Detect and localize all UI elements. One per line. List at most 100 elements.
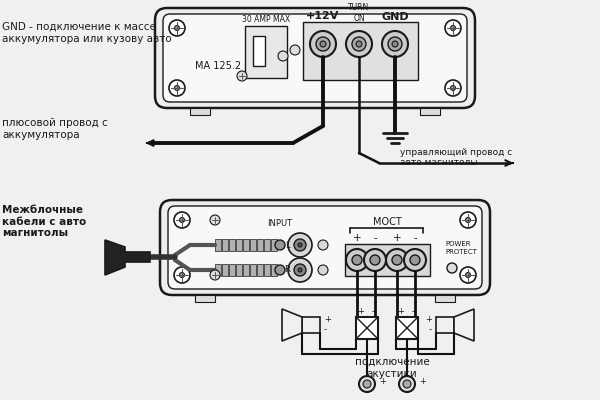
Bar [195,295,215,302]
Text: -: - [324,326,327,334]
Circle shape [466,272,470,278]
Text: INPUT: INPUT [268,220,293,228]
Circle shape [290,45,300,55]
Text: МА 125.2: МА 125.2 [195,61,241,71]
Text: POWER
PROTECT: POWER PROTECT [445,242,477,254]
Text: R: R [284,266,290,274]
Bar [245,26,287,78]
Text: +: + [358,308,364,316]
Circle shape [451,26,455,30]
Bar [222,239,228,251]
Circle shape [370,255,380,265]
Text: +: + [425,316,432,324]
Bar [222,264,228,276]
Circle shape [294,264,306,276]
Bar [345,244,430,276]
Bar [190,108,210,115]
Circle shape [447,263,457,273]
Bar [236,239,242,251]
Bar [356,317,378,339]
Circle shape [210,215,220,225]
Circle shape [363,380,371,388]
Circle shape [445,80,461,96]
Text: GND - подключение к массе
аккумулятора или кузову авто: GND - подключение к массе аккумулятора и… [2,22,172,44]
Circle shape [237,71,247,81]
Polygon shape [282,309,302,341]
Bar [436,317,454,333]
Text: +: + [379,378,386,386]
Circle shape [175,86,179,90]
Bar [250,264,256,276]
Bar [271,264,277,276]
Circle shape [298,243,302,247]
FancyBboxPatch shape [168,206,482,289]
Text: TURN
ON: TURN ON [349,3,370,23]
Text: +12V: +12V [307,11,340,21]
FancyBboxPatch shape [160,200,490,295]
Bar [243,264,249,276]
Text: +: + [324,316,331,324]
Bar [420,108,440,115]
Text: GND: GND [381,12,409,22]
Text: +: + [419,378,426,386]
Bar [264,239,270,251]
Circle shape [403,380,411,388]
Bar [435,295,455,302]
Text: +: + [392,233,401,243]
Bar [257,239,263,251]
Circle shape [356,41,362,47]
Bar [396,317,418,339]
Circle shape [288,258,312,282]
Circle shape [316,37,330,51]
Bar [250,239,256,251]
Circle shape [320,41,326,47]
Circle shape [386,249,408,271]
Circle shape [410,255,420,265]
Bar [257,264,263,276]
Circle shape [318,265,328,275]
Bar [253,36,265,66]
Circle shape [169,20,185,36]
Text: -: - [413,233,417,243]
Text: -: - [371,308,374,316]
Circle shape [174,212,190,228]
Text: -: - [412,308,415,316]
Circle shape [352,37,366,51]
Circle shape [169,80,185,96]
Bar [271,239,277,251]
Text: МОСТ: МОСТ [373,217,401,227]
Bar [215,264,221,276]
Bar [303,22,418,80]
Bar [229,239,235,251]
Circle shape [392,255,402,265]
Text: -: - [373,233,377,243]
Bar [243,239,249,251]
Text: +: + [398,308,404,316]
Circle shape [346,249,368,271]
Bar [236,264,242,276]
Circle shape [404,249,426,271]
Text: подключение
акустики: подключение акустики [355,357,430,378]
Bar [302,317,320,333]
FancyBboxPatch shape [155,8,475,108]
Circle shape [294,239,306,251]
Circle shape [174,267,190,283]
Circle shape [451,86,455,90]
Circle shape [460,212,476,228]
Circle shape [179,218,185,222]
Circle shape [288,233,312,257]
Circle shape [210,270,220,280]
Circle shape [298,268,302,272]
Circle shape [275,265,285,275]
Text: 30 AMP MAX: 30 AMP MAX [242,16,290,24]
Bar [229,264,235,276]
Circle shape [399,376,415,392]
Text: -: - [429,326,432,334]
Circle shape [278,51,288,61]
Circle shape [310,31,336,57]
Text: управляющий провод с
авто магнитолы: управляющий провод с авто магнитолы [400,148,512,167]
Text: плюсовой провод с
аккумулятора: плюсовой провод с аккумулятора [2,118,108,140]
Polygon shape [105,240,150,275]
Text: +: + [353,233,361,243]
Circle shape [445,20,461,36]
